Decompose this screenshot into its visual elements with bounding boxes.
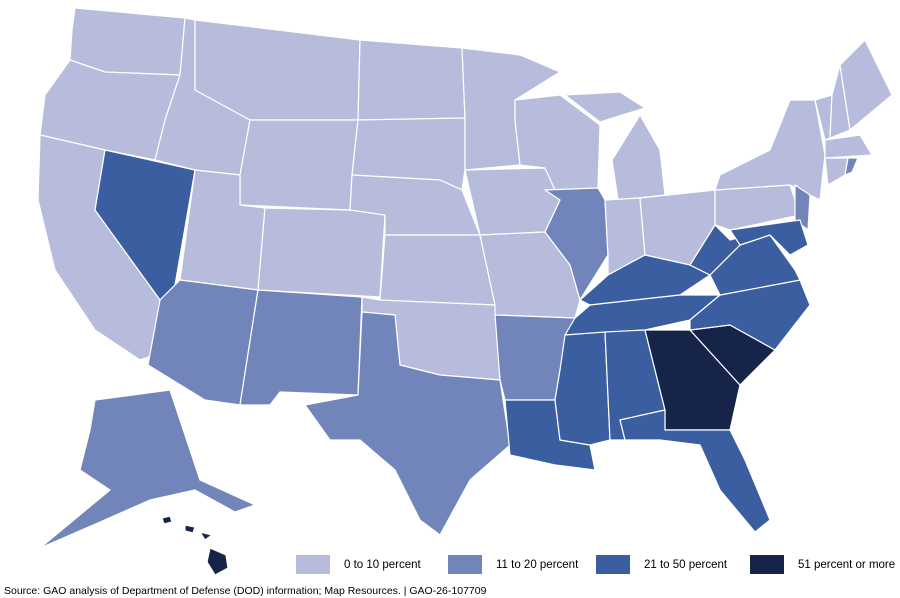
state [239,119,359,211]
state [794,184,811,231]
state [39,389,256,549]
state [257,207,386,298]
state [554,331,611,446]
states [37,7,893,576]
state [206,547,229,576]
state [564,91,646,123]
legend-swatch [596,555,630,574]
legend-label: 11 to 20 percent [496,559,579,571]
state [161,515,173,525]
state [714,99,826,201]
legend-swatch [296,555,330,574]
state [689,279,811,351]
state [357,39,466,121]
state [379,234,496,306]
legend-swatch [448,555,482,574]
state [199,531,213,541]
state [304,311,511,536]
state [464,167,561,236]
state [729,219,809,256]
state [824,157,849,186]
state [619,409,771,533]
legend-label: 21 to 50 percent [644,559,728,571]
legend: 0 to 10 percent 11 to 20 percent 21 to 50 … [296,555,895,574]
state [611,114,666,201]
legend-swatch [750,555,784,574]
source-note: Source: GAO analysis of Department of De… [4,585,487,597]
state [844,157,859,176]
state [839,39,893,131]
state [239,289,363,406]
legend-label: 51 percent or more [798,559,895,571]
legend-label: 0 to 10 percent [344,559,422,571]
state [69,7,186,76]
state [184,524,196,534]
state [824,134,873,159]
state [147,279,259,406]
